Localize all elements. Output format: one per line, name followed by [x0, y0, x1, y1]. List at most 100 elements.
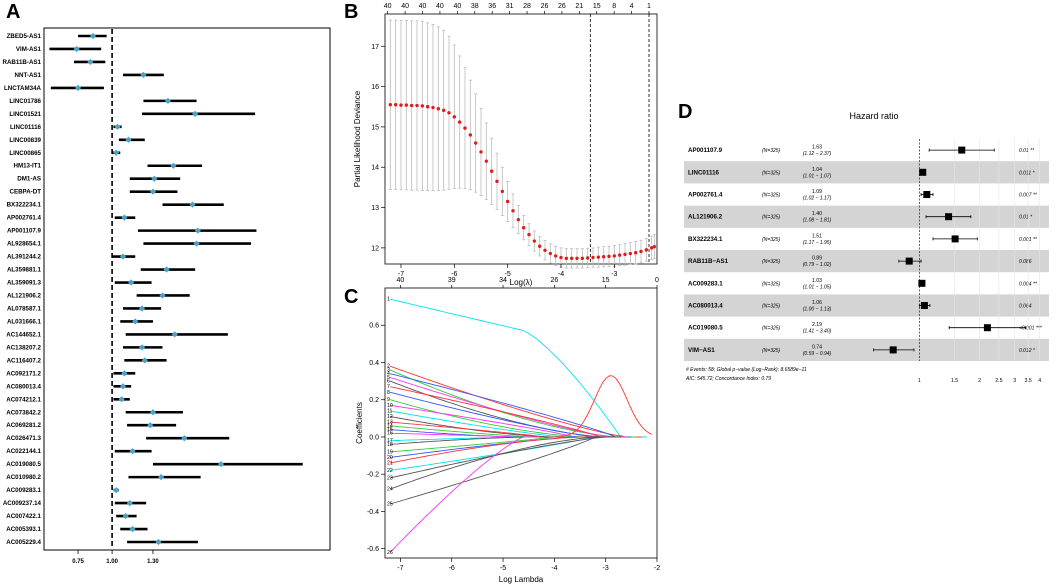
row-n: (N=325)	[762, 193, 781, 199]
row-label: AC005229.4	[6, 539, 41, 546]
row-label: BX322234.1	[688, 236, 723, 243]
x-tick-label: -3	[603, 565, 609, 572]
x-tick-label: 0.75	[72, 559, 84, 565]
deviance-point	[559, 255, 563, 260]
deviance-point	[639, 249, 643, 254]
deviance-point	[431, 105, 435, 110]
top-tick-label: 28	[523, 3, 531, 10]
path-index: 23	[387, 475, 393, 481]
panel-d-plot: AP001107.9 (N=325) 1.63(1.12 − 2.37) 0.01 *…	[684, 139, 1049, 384]
coef-path	[389, 391, 611, 438]
y-tick-label: -0.2	[367, 472, 379, 479]
row-label: HM13-IT1	[13, 163, 41, 170]
hr-marker	[149, 188, 157, 195]
row-label: AC007422.1	[6, 513, 41, 520]
panel-a-letter: A	[6, 1, 20, 23]
top-tick-label: 34	[499, 277, 507, 284]
path-index: 26	[387, 550, 393, 556]
x-tick-label: 2.5	[995, 378, 1002, 384]
deviance-point	[527, 232, 531, 237]
row-ci: (0.79 − 1.02)	[803, 262, 832, 268]
top-tick-label: 26	[558, 3, 566, 10]
path-index: 25	[387, 502, 393, 508]
hr-marker	[129, 525, 136, 533]
x-tick-label: -4	[558, 271, 564, 278]
path-index: 1	[387, 297, 390, 303]
row-n: (N=325)	[762, 170, 781, 176]
y-tick-label: 0.0	[369, 434, 379, 441]
row-label: AC009283.1	[688, 280, 723, 287]
row-label: RAB11B-AS1	[2, 59, 41, 66]
deviance-point	[644, 248, 649, 252]
row-label: VIM-AS1	[16, 46, 42, 53]
deviance-point	[617, 253, 622, 257]
panel-c-frame	[384, 287, 658, 559]
path-index: 7	[387, 384, 390, 390]
row-label: AC080013.4	[688, 303, 723, 310]
hr-marker	[151, 175, 158, 182]
top-tick-label: 26	[550, 277, 558, 284]
row-n: (N=325)	[762, 304, 781, 310]
x-tick-label: 1.5	[951, 378, 958, 384]
row-hr: 0.89	[812, 256, 822, 262]
coef-path	[389, 399, 601, 438]
row-n: (N=325)	[762, 215, 781, 221]
hr-square	[920, 302, 928, 309]
deviance-point	[409, 103, 414, 108]
top-tick-label: 40	[401, 3, 409, 10]
deviance-point	[601, 255, 606, 259]
deviance-point	[564, 256, 569, 261]
hr-marker	[189, 201, 196, 208]
path-index: 12	[387, 414, 393, 420]
path-index: 2	[387, 364, 390, 370]
path-index: 6	[387, 379, 390, 385]
hr-marker	[217, 461, 225, 468]
deviance-point	[505, 199, 510, 204]
coef-path	[390, 421, 560, 438]
hr-marker	[125, 136, 132, 143]
panel-a-frame	[43, 27, 331, 551]
row-hr: 1.06	[812, 300, 822, 306]
row-stripe	[684, 294, 1049, 317]
path-index: 15	[387, 427, 393, 433]
panel-c-letter: C	[344, 286, 358, 308]
row-label: NNT-AS1	[15, 72, 42, 79]
row-p: 0.086	[1019, 259, 1032, 265]
coef-path	[390, 404, 591, 438]
row-stripe	[684, 205, 1049, 228]
deviance-point	[441, 108, 446, 113]
row-label: AC074212.1	[6, 396, 41, 403]
top-tick-label: 36	[488, 3, 496, 10]
deviance-point	[479, 150, 483, 154]
row-stripe	[684, 161, 1049, 184]
hr-square	[983, 324, 991, 332]
hr-marker	[119, 383, 127, 390]
deviance-point	[623, 252, 627, 257]
row-label: AP001107.9	[688, 147, 723, 154]
hr-marker	[129, 448, 136, 455]
row-n: (N=325)	[762, 281, 781, 287]
hr-marker	[138, 344, 146, 351]
deviance-point	[628, 251, 633, 256]
top-tick-label: 31	[506, 3, 514, 10]
row-ci: (1.12 − 2.37)	[803, 151, 832, 157]
hr-marker	[158, 474, 165, 481]
hr-marker	[114, 123, 121, 130]
deviance-point	[543, 248, 547, 252]
row-p: 0.011 *	[1019, 170, 1036, 176]
x-tick-label: 1.00	[106, 559, 118, 565]
deviance-point	[633, 251, 638, 255]
row-stripe	[684, 338, 1049, 361]
row-label: AC116407.2	[7, 357, 42, 364]
deviance-point	[511, 209, 515, 213]
panel-d-footnote-2: AIC: 545.72; Concordance Index: 0.79	[685, 376, 771, 382]
row-n: (N=325)	[762, 148, 781, 154]
hr-marker	[121, 370, 128, 377]
row-label: AC009283.1	[6, 487, 41, 494]
coef-path	[390, 436, 601, 464]
row-label: RAB11B−AS1	[688, 258, 729, 265]
hr-marker	[159, 292, 166, 299]
row-label: AP002761.4	[688, 192, 723, 199]
x-tick-label: -7	[397, 565, 403, 572]
